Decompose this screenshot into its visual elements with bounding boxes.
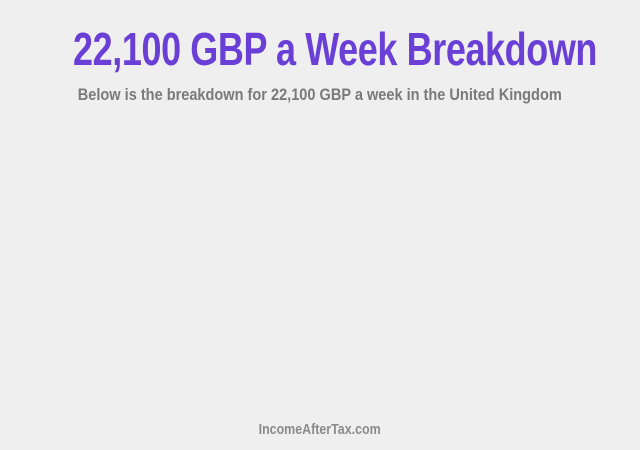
page-subtitle: Below is the breakdown for 22,100 GBP a … — [77, 85, 562, 104]
page-header: 22,100 GBP a Week Breakdown — [0, 22, 640, 76]
subtitle-row: Below is the breakdown for 22,100 GBP a … — [0, 85, 640, 105]
footer: IncomeAfterTax.com — [0, 421, 640, 439]
site-link[interactable]: IncomeAfterTax.com — [258, 421, 381, 438]
page-title: 22,100 GBP a Week Breakdown — [73, 23, 598, 75]
